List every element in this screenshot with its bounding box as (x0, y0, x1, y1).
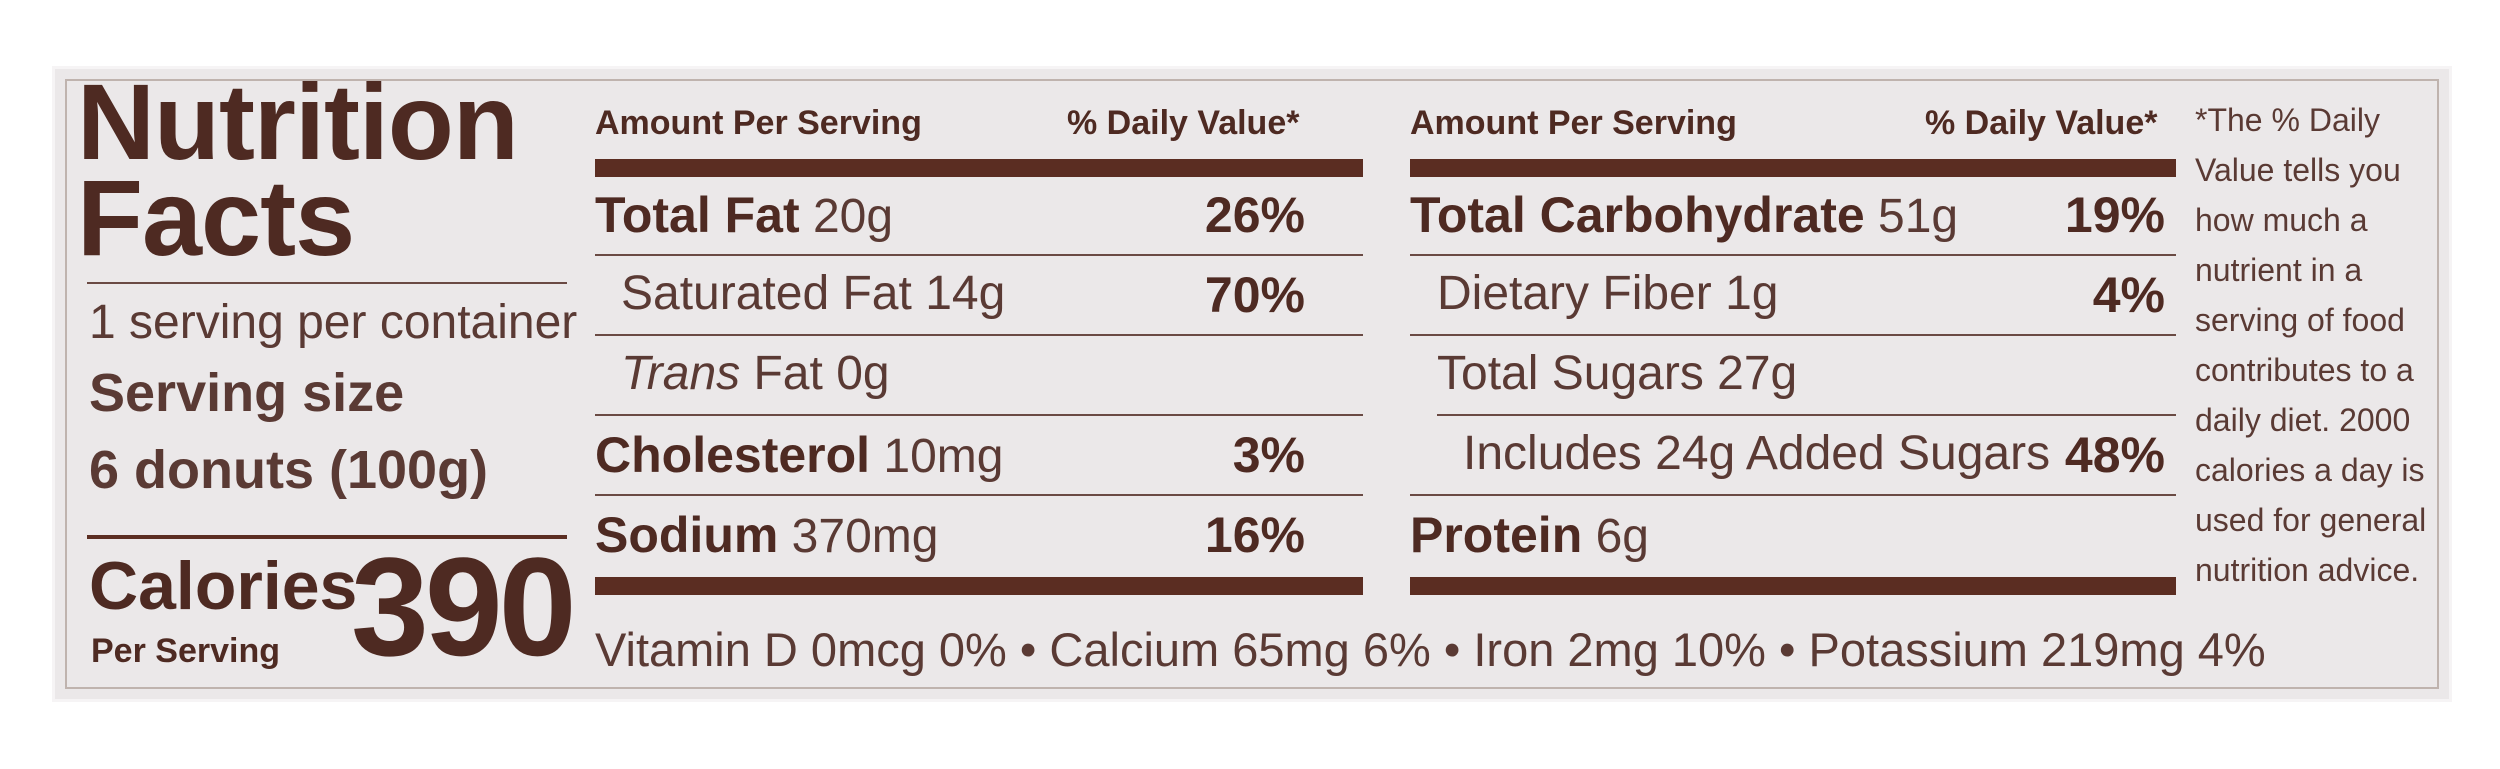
total-sugars-amount: 27g (1717, 347, 1798, 400)
row-divider (1410, 334, 2176, 336)
row-divider (595, 414, 1363, 416)
dietary-fiber-amount: 1g (1725, 267, 1779, 320)
col2-heavy-rule (1410, 159, 2176, 177)
total-carb-label: Total Carbohydrate (1410, 187, 1865, 243)
total-fat-dv: 26% (1204, 187, 1305, 243)
cholesterol-dv: 3% (1232, 427, 1305, 483)
total-fat-label: Total Fat (595, 187, 800, 243)
col2-bottom-rule (1410, 577, 2176, 595)
sodium-amount: 370mg (791, 510, 939, 563)
cholesterol-row: Cholesterol 10mg (595, 426, 1003, 484)
saturated-fat-label: Saturated Fat (621, 267, 912, 320)
calories-label: Calories (89, 548, 358, 624)
serving-size-value: 6 donuts (100g) (89, 440, 489, 500)
trans-fat-label: Fat (753, 347, 823, 400)
row-divider (1410, 254, 2176, 256)
serving-size-label: Serving size (89, 363, 405, 423)
calories-value: 390 (351, 528, 577, 685)
col1-header-dv: % Daily Value* (1067, 104, 1300, 142)
nutrition-label: Nutrition Facts 1 serving per container … (52, 66, 2452, 702)
total-carb-amount: 51g (1878, 190, 1959, 243)
total-fat-row: Total Fat 20g (595, 186, 893, 244)
col1-heavy-rule (595, 159, 1363, 177)
dietary-fiber-dv: 4% (2092, 267, 2165, 323)
total-fat-amount: 20g (812, 190, 894, 243)
protein-row: Protein 6g (1410, 506, 1649, 564)
saturated-fat-amount: 14g (925, 267, 1006, 320)
sodium-dv: 16% (1204, 507, 1305, 563)
col1-bottom-rule (595, 577, 1363, 595)
sodium-row: Sodium 370mg (595, 506, 938, 564)
title-facts: Facts (77, 157, 355, 278)
cholesterol-amount: 10mg (883, 430, 1004, 483)
col2-header-dv: % Daily Value* (1925, 104, 2158, 142)
trans-fat-row: Trans Fat 0g (621, 346, 890, 401)
servings-per-container: 1 serving per container (89, 296, 578, 349)
trans-label: Trans (621, 347, 741, 400)
vitamins-line: Vitamin D 0mcg 0% • Calcium 65mg 6% • Ir… (595, 623, 2266, 676)
title-nutrition: Nutrition (77, 61, 519, 182)
sodium-label: Sodium (595, 507, 779, 563)
saturated-fat-dv: 70% (1204, 267, 1305, 323)
col2-header-amount: Amount Per Serving (1410, 104, 1737, 142)
daily-value-footnote: *The % Daily Value tells you how much a … (2195, 102, 2427, 588)
row-divider (595, 334, 1363, 336)
col1-header-amount: Amount Per Serving (595, 104, 922, 142)
row-divider (1437, 414, 2176, 416)
dietary-fiber-row: Dietary Fiber 1g (1437, 266, 1778, 321)
cholesterol-label: Cholesterol (595, 427, 871, 483)
divider-heavy (87, 535, 567, 539)
per-serving-label: Per Serving (91, 632, 280, 670)
row-divider (595, 494, 1363, 496)
row-divider (595, 254, 1363, 256)
added-sugars-dv: 48% (2064, 427, 2165, 483)
total-sugars-row: Total Sugars 27g (1437, 346, 1797, 401)
protein-amount: 6g (1595, 510, 1649, 563)
total-carb-row: Total Carbohydrate 51g (1410, 186, 1958, 244)
row-divider (1410, 494, 2176, 496)
divider (87, 282, 567, 284)
total-carb-dv: 19% (2064, 187, 2165, 243)
label-border (65, 79, 2439, 689)
saturated-fat-row: Saturated Fat 14g (621, 266, 1005, 321)
trans-fat-amount: 0g (836, 347, 890, 400)
total-sugars-label: Total Sugars (1437, 347, 1704, 400)
added-sugars-row: Includes 24g Added Sugars (1463, 427, 2051, 480)
protein-label: Protein (1410, 507, 1583, 563)
dietary-fiber-label: Dietary Fiber (1437, 267, 1712, 320)
